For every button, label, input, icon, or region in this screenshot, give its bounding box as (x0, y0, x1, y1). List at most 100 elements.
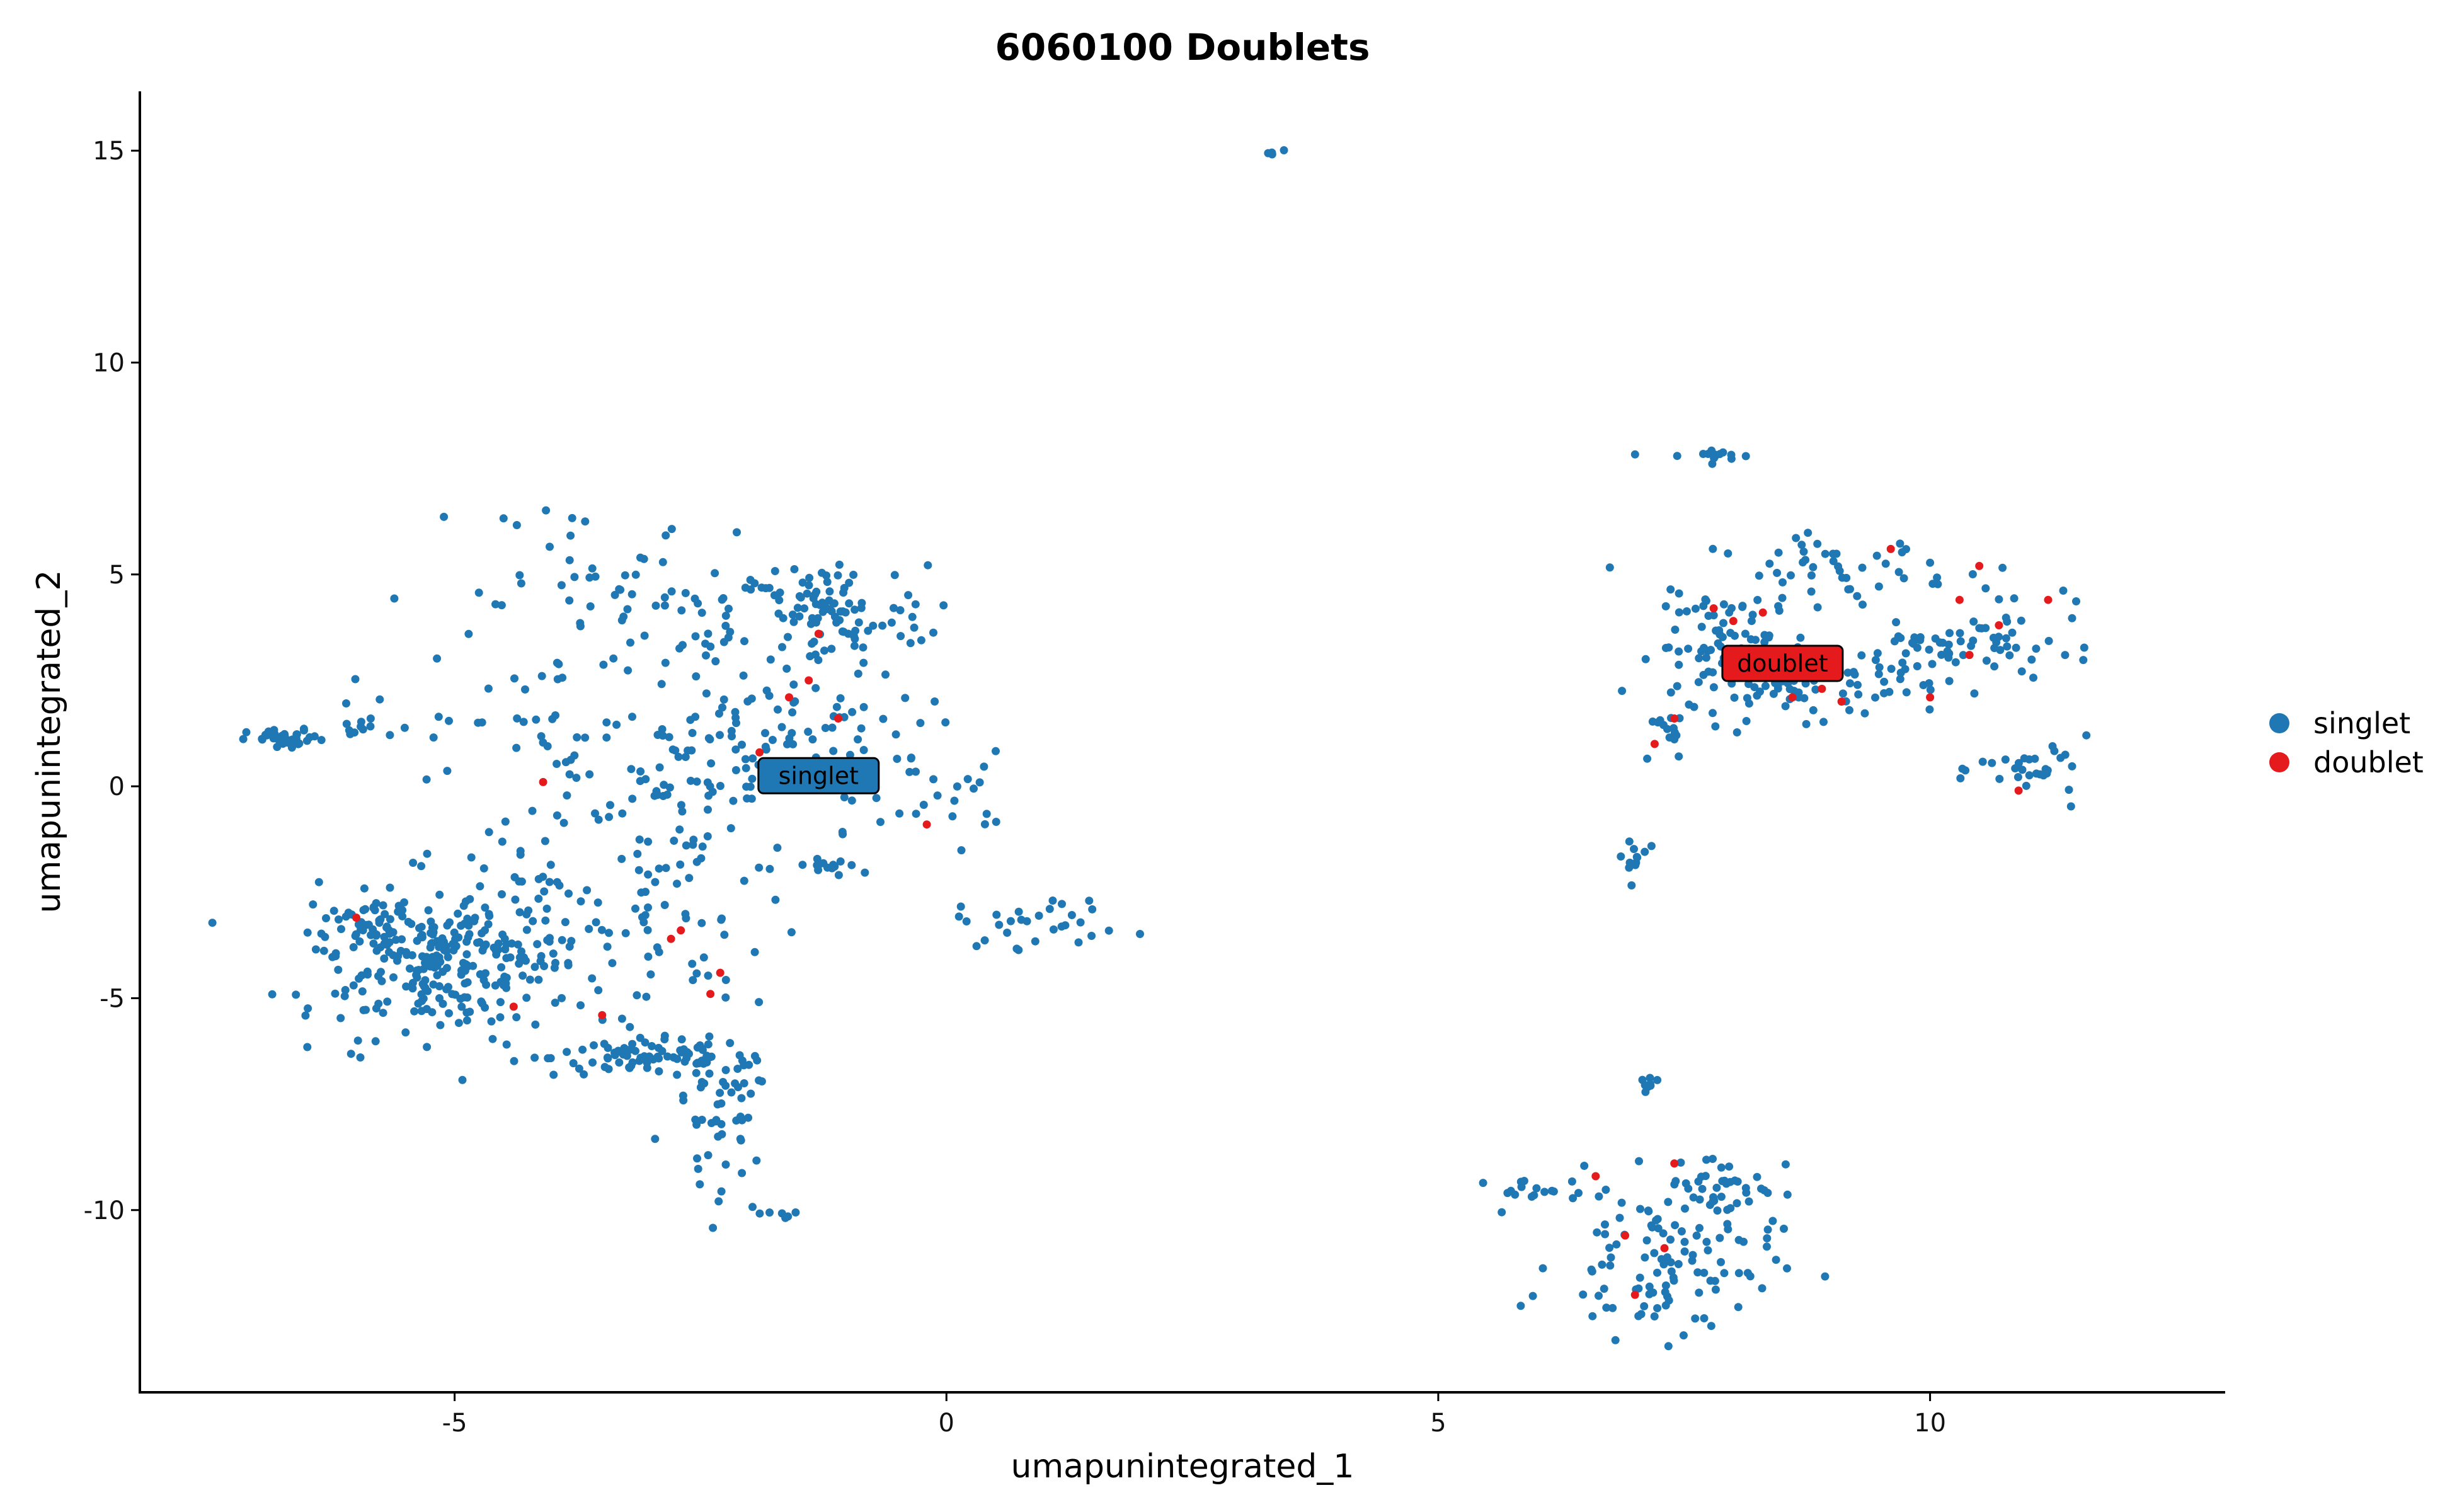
cluster-labels: singlet doublet (757, 644, 1844, 794)
singlet-point (408, 984, 417, 993)
singlet-point (1625, 837, 1634, 846)
singlet-point (512, 1013, 521, 1022)
singlet-point (1634, 1312, 1643, 1320)
singlet-point (532, 715, 541, 724)
singlet-point (1713, 1206, 1722, 1215)
singlet-point (1587, 1265, 1596, 1274)
singlet-point (850, 634, 859, 643)
singlet-point (1532, 1184, 1541, 1193)
singlet-point (635, 835, 644, 844)
singlet-point (421, 983, 430, 992)
singlet-point (435, 982, 444, 990)
singlet-point (1600, 1285, 1608, 1293)
singlet-point (774, 609, 783, 618)
singlet-point (380, 954, 389, 963)
singlet-point (1796, 633, 1805, 642)
singlet-point (531, 1020, 540, 1029)
doublet-point (805, 676, 813, 685)
singlet-point (522, 925, 531, 934)
singlet-point (1006, 917, 1015, 925)
singlet-point (413, 936, 421, 945)
singlet-point (2061, 651, 2070, 660)
singlet-point (1641, 847, 1649, 856)
singlet-point (591, 572, 600, 581)
singlet-point (590, 1041, 598, 1050)
singlet-point (1675, 660, 1683, 669)
singlet-point (461, 897, 470, 906)
singlet-point (1813, 539, 1822, 548)
singlet-point (1772, 1256, 1780, 1264)
singlet-point (1727, 454, 1736, 463)
singlet-point (736, 1135, 745, 1143)
singlet-point (1663, 1253, 1671, 1262)
singlet-point (651, 601, 660, 610)
singlet-point (685, 874, 694, 883)
singlet-point (692, 777, 701, 786)
singlet-point (497, 601, 506, 610)
singlet-point (743, 697, 752, 706)
singlet-point (658, 558, 667, 566)
singlet-point (1998, 563, 2007, 572)
singlet-point (755, 1076, 764, 1085)
singlet-point (512, 743, 521, 752)
singlet-point (359, 906, 368, 915)
singlet-point (738, 1169, 747, 1177)
singlet-point (564, 889, 573, 898)
singlet-point (795, 612, 804, 621)
singlet-point (540, 887, 549, 896)
singlet-point (804, 728, 813, 736)
singlet-point (576, 897, 585, 906)
singlet-point (400, 723, 409, 732)
singlet-point (335, 915, 343, 924)
singlet-point (789, 680, 798, 689)
singlet-point (777, 723, 786, 731)
singlet-point (1074, 938, 1083, 947)
singlet-point (644, 870, 653, 879)
singlet-point (541, 916, 550, 925)
singlet-point (409, 859, 418, 867)
singlet-point (847, 861, 856, 869)
singlet-point (662, 864, 670, 873)
singlet-point (699, 953, 708, 962)
singlet-point (1744, 699, 1753, 708)
singlet-point (317, 929, 326, 938)
singlet-point (1675, 589, 1683, 598)
singlet-point (692, 1068, 701, 1077)
singlet-point (917, 636, 925, 644)
singlet-point (747, 1089, 755, 1098)
singlet-point (379, 1009, 387, 1017)
singlet-point (1717, 1193, 1726, 1201)
singlet-point (1664, 643, 1673, 652)
singlet-point (798, 578, 807, 587)
singlet-point (778, 643, 786, 651)
singlet-point (737, 1094, 746, 1102)
singlet-point (954, 912, 963, 921)
singlet-point (474, 588, 483, 597)
singlet-point (681, 910, 690, 919)
singlet-point (1926, 558, 1935, 567)
singlet-point (658, 731, 667, 740)
singlet-point (1773, 568, 1782, 577)
singlet-point (931, 697, 939, 706)
singlet-point (634, 866, 643, 874)
singlet-point (2003, 617, 2012, 626)
singlet-point (1671, 626, 1680, 634)
singlet-point (1873, 649, 1882, 658)
singlet-point (1666, 1235, 1675, 1244)
singlet-point (912, 767, 920, 776)
singlet-point (1890, 637, 1899, 646)
singlet-point (624, 666, 633, 675)
singlet-point (1635, 1273, 1644, 1282)
singlet-point (789, 617, 798, 626)
singlet-point (663, 790, 672, 799)
singlet-point (2010, 594, 2019, 603)
singlet-point (1871, 693, 1879, 702)
singlet-point (821, 724, 830, 732)
singlet-point (1136, 930, 1144, 938)
singlet-point (690, 594, 699, 603)
singlet-point (676, 860, 685, 869)
singlet-point (721, 1066, 730, 1074)
singlet-label-text: singlet (779, 762, 859, 789)
singlet-point (788, 708, 797, 717)
singlet-point (1781, 1160, 1790, 1169)
